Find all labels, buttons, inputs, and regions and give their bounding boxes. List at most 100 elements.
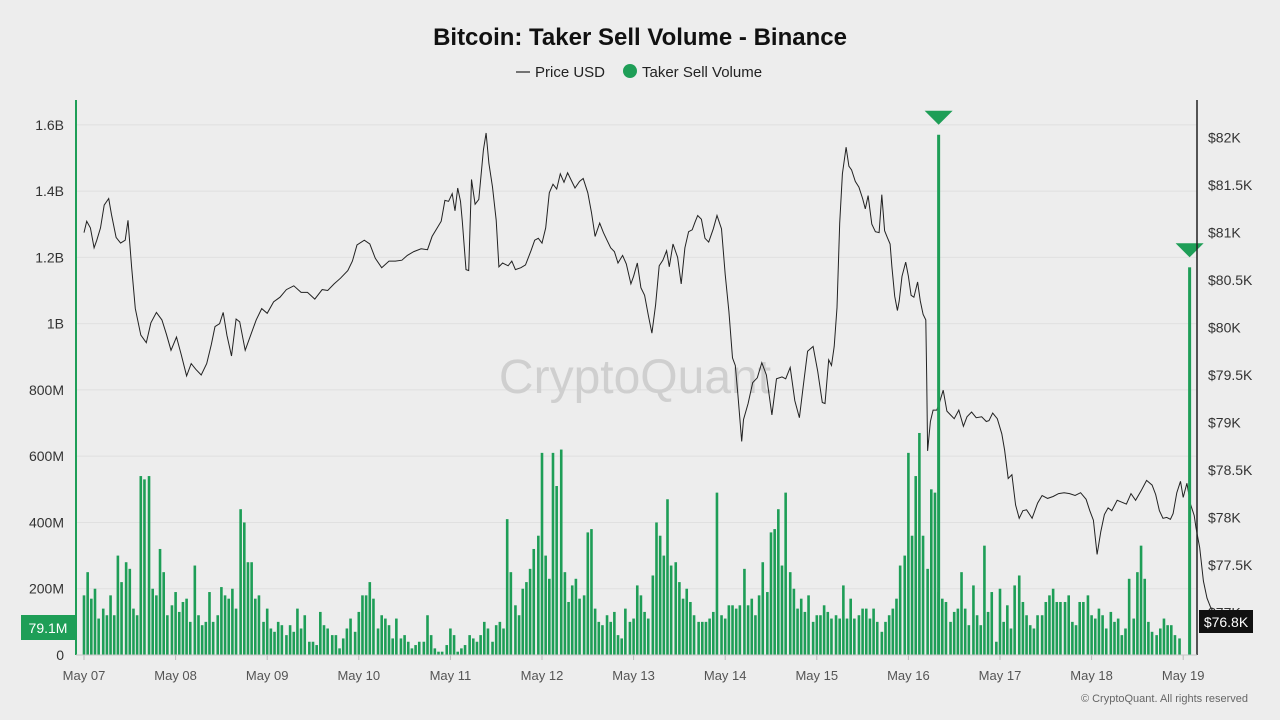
volume-bar [784, 492, 787, 655]
volume-bar [155, 595, 158, 655]
volume-bar [658, 535, 662, 655]
volume-bar [750, 598, 754, 655]
volume-bar [792, 588, 796, 655]
volume-bar [807, 595, 810, 655]
volume-bar [548, 578, 551, 655]
volume-bar [220, 587, 223, 655]
x-tick-label: May 18 [1070, 668, 1113, 683]
volume-bar [1032, 628, 1036, 655]
volume-bar [296, 608, 299, 655]
volume-bar [540, 452, 544, 655]
volume-bar [514, 605, 517, 655]
volume-bar [643, 611, 646, 655]
volume-bar [391, 638, 394, 655]
volume-bar [952, 611, 956, 655]
y-left-tick-label: 0 [56, 647, 64, 663]
volume-bar [891, 608, 895, 655]
volume-bar [303, 615, 307, 655]
volume-bar [1132, 618, 1136, 655]
volume-bar [826, 611, 830, 655]
volume-bar [834, 615, 838, 655]
volume-bar [685, 588, 689, 655]
volume-bar [559, 449, 563, 655]
volume-bar [857, 615, 861, 655]
volume-bar [995, 641, 998, 655]
volume-bar [972, 585, 975, 655]
volume-bar [967, 625, 971, 655]
volume-bar [926, 568, 929, 655]
volume-bar [315, 645, 318, 655]
volume-bar [353, 631, 357, 655]
volume-bar [692, 615, 696, 655]
volume-bar [97, 618, 100, 655]
volume-bar [491, 641, 494, 655]
legend-volume-dot-icon [623, 64, 637, 78]
volume-bar [1101, 615, 1104, 655]
volume-bar [681, 598, 685, 655]
volume-bars [82, 432, 1181, 655]
volume-bar [265, 608, 269, 655]
y-left-tick-label: 800M [29, 382, 64, 398]
volume-bar [864, 608, 868, 655]
volume-bar [433, 648, 437, 655]
volume-bar [1116, 618, 1120, 655]
volume-bar [472, 638, 475, 655]
volume-bar [838, 618, 841, 655]
volume-bar [257, 595, 261, 655]
volume-bar [651, 575, 655, 655]
volume-bar [475, 641, 479, 655]
volume-bar [853, 618, 856, 655]
volume-bar [799, 598, 803, 655]
legend[interactable]: Price USD Taker Sell Volume [516, 64, 762, 81]
volume-bar [1071, 621, 1074, 655]
volume-bar [1162, 618, 1166, 655]
volume-bar [1097, 608, 1101, 655]
volume-bar [426, 615, 429, 655]
volume-bar [632, 618, 635, 655]
volume-bar [262, 621, 265, 655]
x-tick-label: May 17 [979, 668, 1022, 683]
x-tick-label: May 08 [154, 668, 197, 683]
volume-bar [498, 621, 502, 655]
y-right-tick-label: $82K [1208, 130, 1241, 146]
volume-bar [868, 618, 872, 655]
volume-bar [601, 625, 604, 655]
x-tick-label: May 10 [337, 668, 380, 683]
volume-bar [720, 615, 723, 655]
volume-bar [708, 618, 711, 655]
volume-bar [449, 628, 452, 655]
x-tick-label: May 12 [521, 668, 564, 683]
volume-bar [570, 585, 574, 655]
volume-bar [689, 601, 692, 655]
volume-bar [1082, 601, 1085, 655]
y-right-tick-label: $79K [1208, 414, 1241, 430]
volume-bar [414, 645, 417, 655]
volume-bar [177, 611, 181, 655]
volume-bar [1166, 625, 1169, 655]
volume-bar [666, 499, 669, 655]
volume-bar [188, 621, 192, 655]
volume-bar [711, 611, 715, 655]
volume-bar [609, 621, 612, 655]
volume-bar [452, 635, 456, 655]
current-volume-value: 79.1M [29, 620, 68, 636]
volume-bar [1147, 621, 1150, 655]
volume-bar [216, 615, 220, 655]
y-axis-left: 0 200M 400M 600M 800M 1B 1.2B 1.4B 1.6B [29, 117, 64, 663]
volume-bar [582, 595, 586, 655]
volume-bar [326, 628, 329, 655]
volume-bar [440, 651, 444, 655]
y-axis-right: $77K$77.5K$78K$78.5K$79K$79.5K$80K$80.5K… [1208, 130, 1253, 621]
volume-bar [639, 595, 643, 655]
volume-bar [849, 598, 852, 655]
price-line [83, 132, 1224, 628]
volume-bar [918, 432, 921, 655]
volume-bar [1120, 635, 1124, 655]
volume-bar [468, 635, 471, 655]
x-tick-label: May 09 [246, 668, 289, 683]
volume-bar [463, 645, 467, 655]
volume-bar [139, 476, 143, 655]
volume-bar [624, 608, 627, 655]
current-price-value: $76.8K [1204, 614, 1249, 630]
